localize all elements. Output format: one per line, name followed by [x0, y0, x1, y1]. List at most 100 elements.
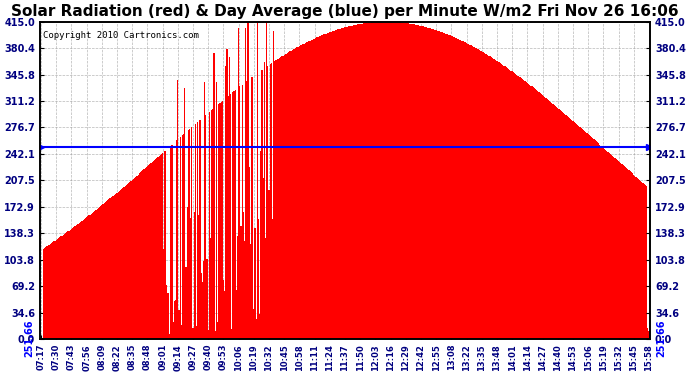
Bar	[171, 144, 172, 339]
Bar	[518, 76, 519, 339]
Bar	[609, 153, 610, 339]
Bar	[516, 75, 518, 339]
Bar	[396, 22, 397, 339]
Bar	[208, 330, 209, 339]
Bar	[217, 322, 218, 339]
Bar	[511, 72, 513, 339]
Bar	[263, 178, 264, 339]
Bar	[602, 147, 603, 339]
Bar	[87, 216, 88, 339]
Bar	[299, 46, 300, 339]
Bar	[453, 37, 454, 339]
Bar	[339, 29, 341, 339]
Bar	[359, 24, 361, 339]
Bar	[622, 165, 624, 339]
Bar	[491, 57, 492, 339]
Bar	[597, 142, 598, 339]
Bar	[378, 22, 380, 339]
Bar	[144, 168, 146, 339]
Bar	[139, 174, 140, 339]
Bar	[230, 94, 231, 339]
Bar	[524, 81, 526, 339]
Bar	[562, 112, 563, 339]
Bar	[149, 164, 150, 339]
Bar	[156, 158, 157, 339]
Bar	[279, 58, 280, 339]
Bar	[541, 94, 542, 339]
Bar	[474, 47, 475, 339]
Bar	[328, 33, 329, 339]
Bar	[168, 292, 169, 339]
Bar	[450, 36, 451, 339]
Bar	[584, 131, 585, 339]
Bar	[170, 146, 171, 339]
Bar	[268, 190, 270, 339]
Bar	[313, 39, 314, 339]
Bar	[604, 148, 605, 339]
Bar	[495, 60, 496, 339]
Bar	[56, 240, 57, 339]
Bar	[627, 170, 629, 339]
Bar	[382, 22, 383, 339]
Bar	[445, 33, 446, 339]
Bar	[175, 300, 176, 339]
Bar	[361, 24, 362, 339]
Bar	[411, 24, 412, 339]
Bar	[644, 184, 645, 339]
Bar	[459, 40, 460, 339]
Bar	[238, 28, 239, 339]
Bar	[65, 233, 66, 339]
Bar	[302, 44, 304, 339]
Bar	[188, 130, 189, 339]
Bar	[81, 221, 83, 339]
Bar	[497, 62, 499, 339]
Bar	[566, 116, 568, 339]
Bar	[390, 22, 391, 339]
Bar	[555, 106, 556, 339]
Bar	[535, 89, 536, 339]
Bar	[553, 105, 555, 339]
Bar	[309, 41, 310, 339]
Bar	[305, 43, 306, 339]
Bar	[266, 22, 267, 339]
Bar	[489, 56, 491, 339]
Bar	[181, 326, 182, 339]
Bar	[405, 23, 406, 339]
Bar	[347, 27, 348, 339]
Bar	[439, 32, 440, 339]
Bar	[467, 44, 469, 339]
Bar	[560, 110, 561, 339]
Bar	[174, 301, 175, 339]
Bar	[404, 23, 405, 339]
Bar	[282, 56, 284, 339]
Bar	[101, 205, 102, 339]
Bar	[632, 174, 633, 339]
Bar	[310, 40, 312, 339]
Bar	[515, 74, 516, 339]
Bar	[119, 190, 120, 339]
Bar	[244, 241, 245, 339]
Bar	[49, 244, 50, 339]
Bar	[60, 237, 61, 339]
Bar	[335, 30, 336, 339]
Bar	[346, 27, 347, 339]
Bar	[206, 260, 208, 339]
Bar	[63, 235, 64, 339]
Bar	[113, 195, 114, 339]
Bar	[72, 228, 73, 339]
Bar	[589, 135, 590, 339]
Bar	[457, 39, 459, 339]
Bar	[307, 42, 308, 339]
Bar	[70, 230, 71, 339]
Bar	[61, 236, 63, 339]
Bar	[157, 157, 159, 339]
Text: 251.66: 251.66	[656, 320, 667, 357]
Bar	[112, 196, 113, 339]
Bar	[239, 87, 240, 339]
Bar	[341, 28, 342, 339]
Bar	[625, 167, 626, 339]
Bar	[241, 85, 243, 339]
Bar	[363, 23, 364, 339]
Bar	[534, 88, 535, 339]
Bar	[462, 41, 464, 339]
